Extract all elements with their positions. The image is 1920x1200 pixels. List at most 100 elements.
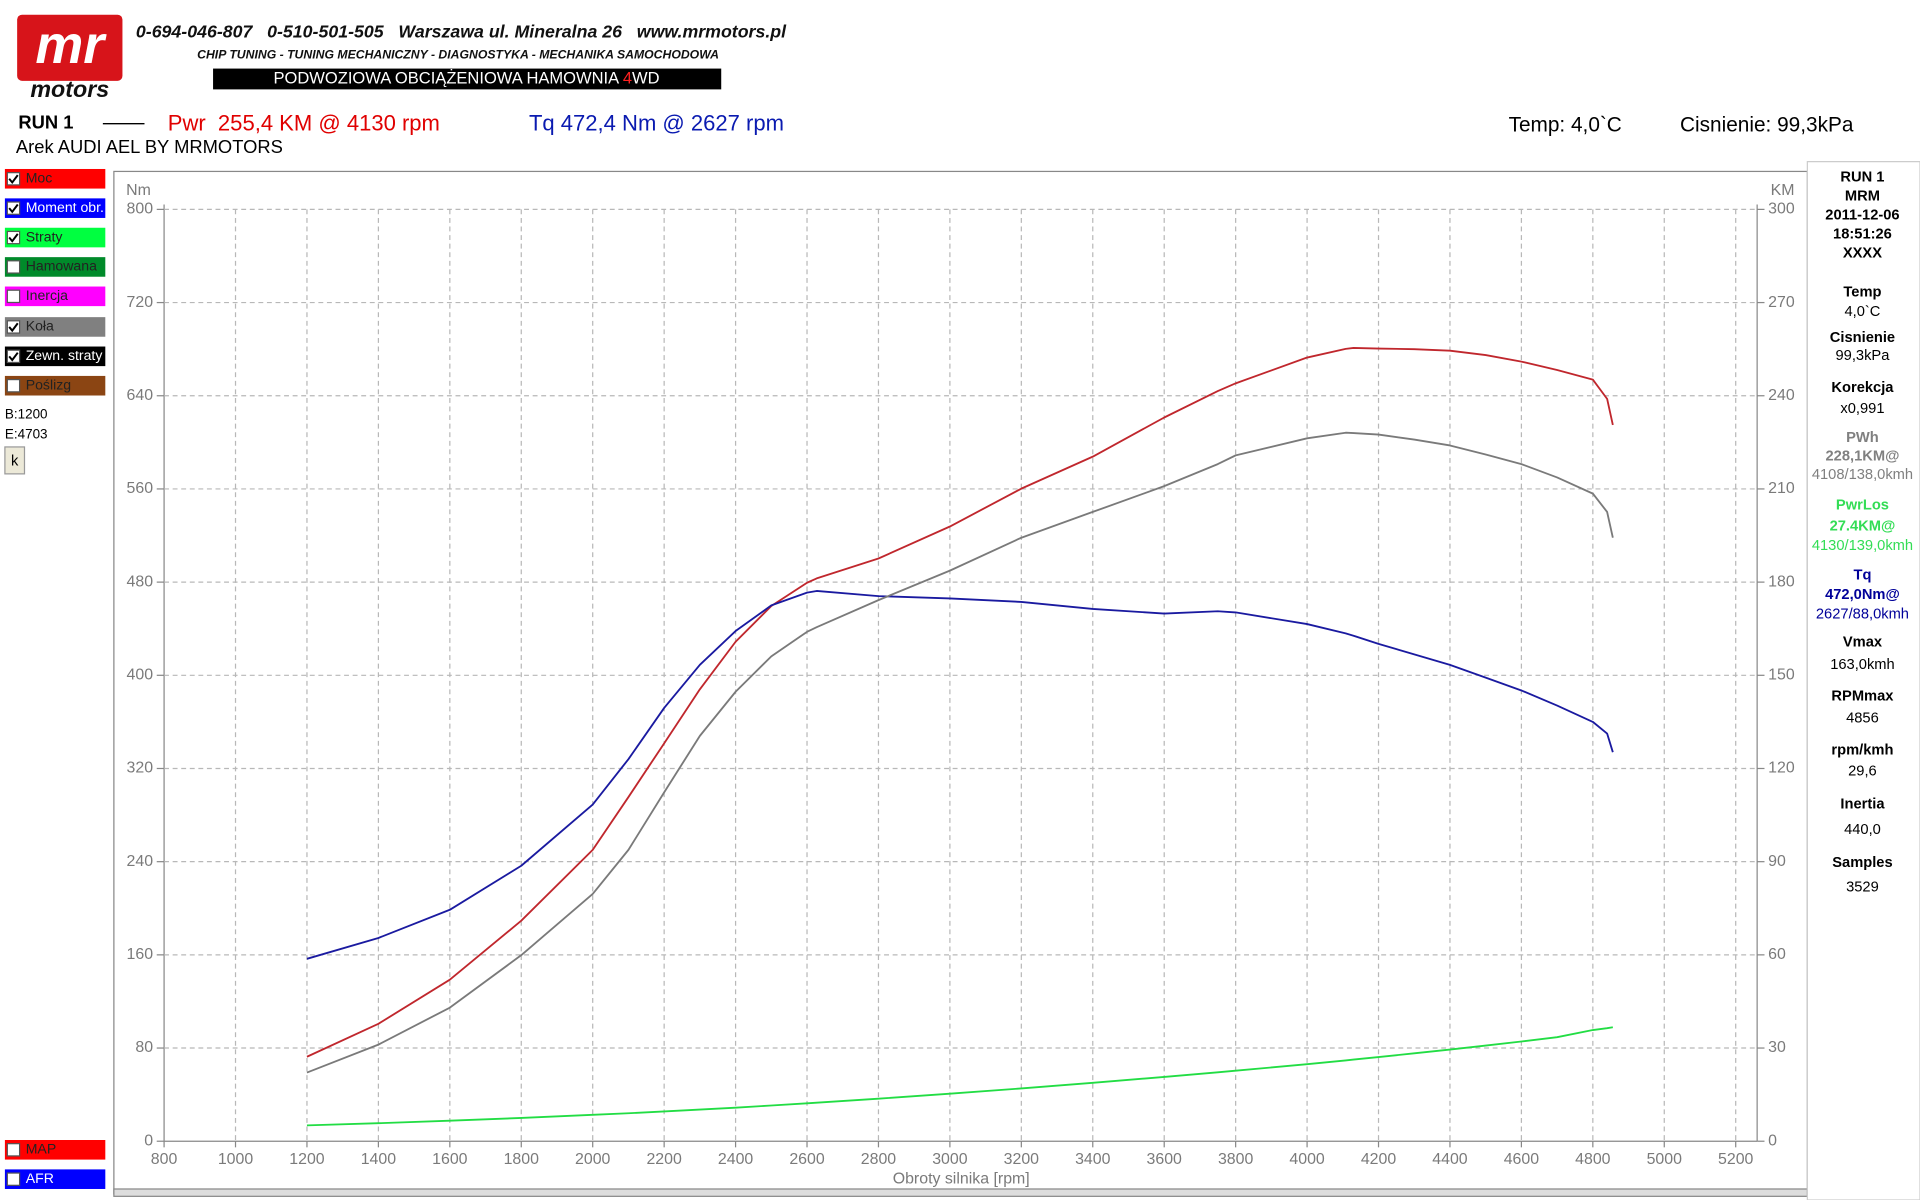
legend-label: Moc	[26, 169, 53, 185]
y2-tick-label: 0	[1768, 1132, 1777, 1149]
legend-label: Hamowana	[26, 258, 97, 274]
y-tick-label: 720	[127, 294, 154, 311]
y-axis-label: Nm	[126, 182, 151, 199]
x-tick-label: 1000	[218, 1151, 254, 1168]
legend-check	[8, 174, 19, 185]
banner-part: PODWOZIOWA OBCIĄŻENIOWA HAMOWNIA	[274, 69, 623, 88]
legend-swatch[interactable]	[4, 168, 106, 189]
legend-swatch[interactable]	[4, 317, 106, 337]
legend-checkbox[interactable]	[6, 1172, 21, 1186]
legend-label: MAP	[26, 1141, 57, 1157]
logo-bottom: motors	[30, 76, 109, 102]
vehicle: Arek AUDI AEL BY MRMOTORS	[16, 136, 283, 157]
x-tick-label: 4600	[1504, 1151, 1540, 1168]
x-tick-label: 1600	[432, 1151, 468, 1168]
legend-swatch[interactable]	[4, 257, 106, 277]
info-line: 18:51:26	[1833, 226, 1892, 242]
info-line: MRM	[1845, 188, 1880, 204]
legend-swatch[interactable]	[4, 1169, 106, 1189]
info-line: 27.4KM@	[1830, 518, 1896, 534]
y-tick-label: 0	[144, 1132, 153, 1149]
x-tick-label: 2200	[646, 1151, 682, 1168]
legend-swatch[interactable]	[4, 286, 106, 307]
info-line: Inertia	[1840, 796, 1885, 812]
x-tick-label: 4800	[1575, 1151, 1611, 1168]
info-line: 99,3kPa	[1835, 348, 1890, 364]
y-tick-label: 400	[127, 667, 154, 684]
info-line: Vmax	[1843, 635, 1883, 651]
x-tick-label: 5000	[1647, 1151, 1683, 1168]
legend-checkbox[interactable]	[6, 172, 21, 186]
x-tick-label: 3800	[1218, 1151, 1254, 1168]
banner: PODWOZIOWA OBCIĄŻENIOWA HAMOWNIA 4WD	[274, 69, 660, 88]
y-tick-label: 640	[127, 387, 154, 404]
x-tick-label: 4000	[1289, 1151, 1325, 1168]
k-button[interactable]	[4, 446, 26, 475]
legend-checkbox[interactable]	[6, 320, 21, 334]
legend-check	[8, 322, 19, 333]
y-tick-label: 320	[127, 760, 154, 777]
legend-check	[8, 203, 19, 214]
legend-swatch[interactable]	[4, 227, 106, 248]
info-line: x0,991	[1840, 401, 1884, 417]
legend-checkbox[interactable]	[6, 289, 21, 304]
info-line: 4108/138,0kmh	[1812, 467, 1913, 483]
x-tick-label: 4400	[1432, 1151, 1468, 1168]
x-tick-label: 2600	[789, 1151, 825, 1168]
range-end: E:4703	[5, 426, 48, 441]
info-line: Temp	[1843, 285, 1881, 301]
logo-top: mr	[35, 15, 107, 75]
legend-swatch[interactable]	[4, 1140, 106, 1160]
legend-checkbox[interactable]	[6, 201, 21, 215]
info-line: PwrLos	[1836, 498, 1889, 514]
legend-label: Poślizg	[26, 376, 71, 392]
y2-tick-label: 300	[1768, 201, 1795, 218]
y-tick-label: 560	[127, 480, 154, 497]
info-line: rpm/kmh	[1831, 742, 1893, 758]
run-name: RUN 1	[18, 112, 73, 133]
legend-swatch[interactable]	[4, 198, 106, 218]
info-line: 2011-12-06	[1825, 207, 1899, 223]
legend-label: AFR	[26, 1170, 54, 1186]
legend-label: Koła	[26, 318, 54, 334]
info-line: 3529	[1846, 880, 1879, 896]
legend-checkbox[interactable]	[6, 1143, 21, 1157]
legend-swatch[interactable]	[4, 346, 106, 367]
temp: Temp: 4,0`C	[1509, 114, 1622, 137]
y2-tick-label: 180	[1768, 573, 1795, 590]
legend-label: Inercja	[26, 287, 68, 303]
scrollbar	[113, 1188, 1808, 1197]
y-tick-label: 80	[135, 1039, 153, 1056]
y2-axis-label: KM	[1771, 182, 1795, 199]
legend-check	[8, 352, 19, 362]
logo-box	[17, 14, 123, 81]
legend-checkbox[interactable]	[6, 378, 21, 393]
series-line	[306, 347, 1614, 1058]
legend-check	[8, 233, 19, 243]
y2-tick-label: 150	[1768, 667, 1795, 684]
pressure: Cisnienie: 99,3kPa	[1680, 114, 1854, 137]
x-tick-label: 4200	[1361, 1151, 1397, 1168]
info-line: RUN 1	[1840, 169, 1884, 185]
x-tick-label: 1400	[361, 1151, 397, 1168]
banner-box	[213, 68, 722, 90]
range-begin: B:1200	[5, 407, 48, 422]
legend-checkbox[interactable]	[6, 230, 21, 245]
x-axis-label: Obroty silnika [rpm]	[893, 1170, 1030, 1187]
x-tick-label: 3600	[1147, 1151, 1183, 1168]
legend-checkbox[interactable]	[6, 260, 21, 274]
info-line: XXXX	[1843, 245, 1882, 261]
x-tick-label: 2400	[718, 1151, 754, 1168]
info-line: Korekcja	[1831, 380, 1894, 396]
power-summary: Pwr 255,4 KM @ 4130 rpm	[168, 111, 440, 136]
legend-swatch[interactable]	[4, 375, 106, 396]
x-tick-label: 3200	[1004, 1151, 1040, 1168]
k-button-label[interactable]: k	[11, 454, 19, 470]
series-line	[306, 431, 1614, 1074]
legend-checkbox[interactable]	[6, 349, 21, 364]
x-tick-label: 5200	[1718, 1151, 1754, 1168]
services: CHIP TUNING - TUNING MECHANICZNY - DIAGN…	[197, 47, 719, 61]
y-tick-label: 240	[127, 853, 154, 870]
